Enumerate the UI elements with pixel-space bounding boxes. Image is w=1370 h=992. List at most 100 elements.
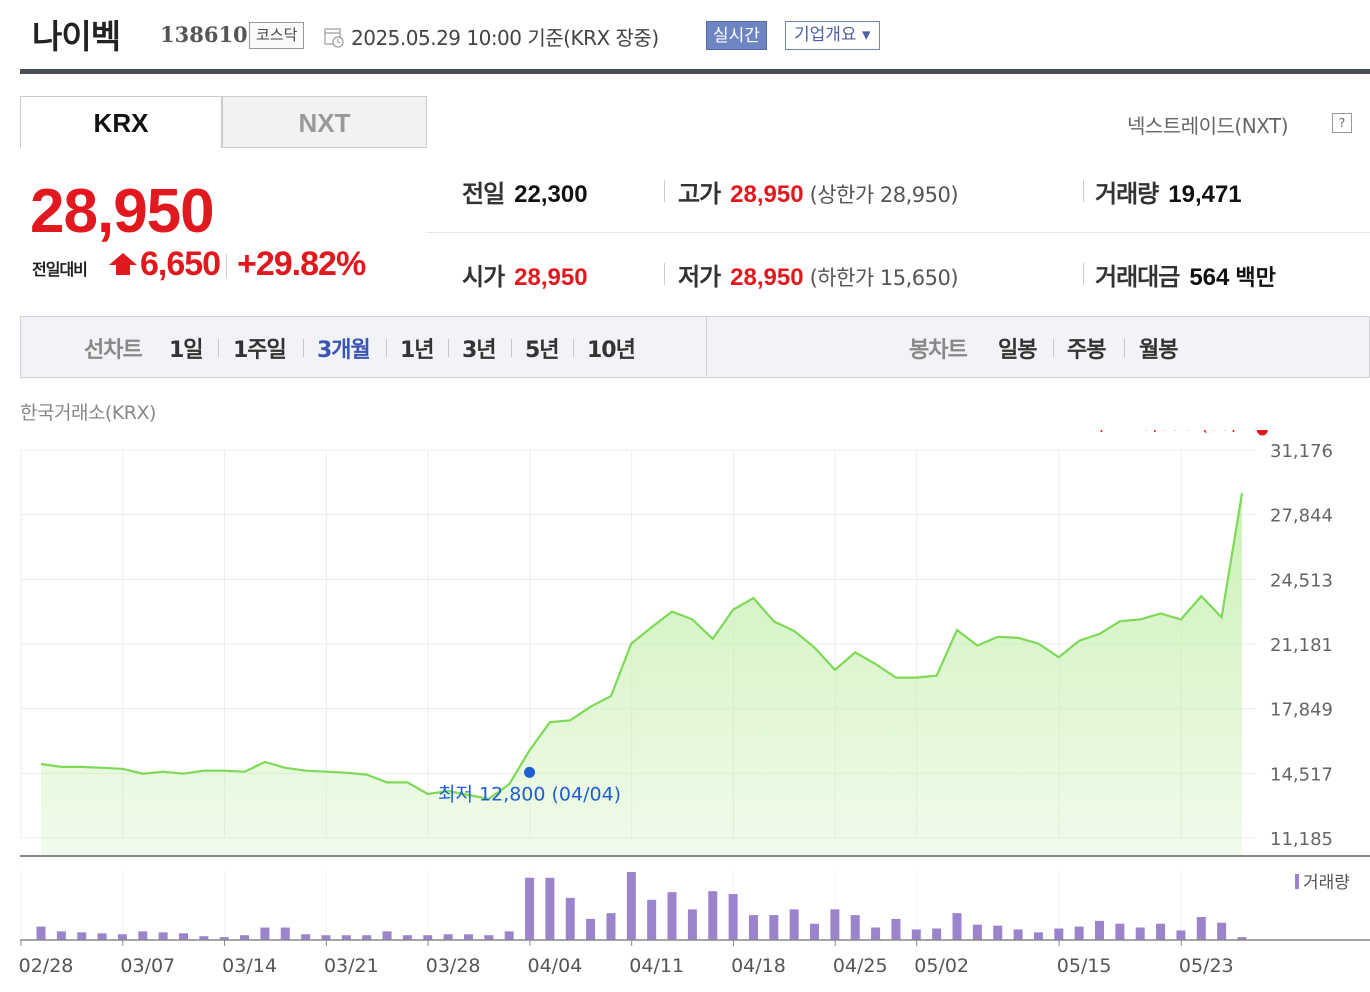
calendar-icon (324, 28, 344, 48)
nxt-info-link[interactable]: 넥스트레이드(NXT) (1127, 114, 1289, 138)
divider (226, 254, 227, 278)
volume-bar (830, 909, 840, 940)
change-label: 전일대비 (32, 260, 88, 279)
stat-label: 시가 (462, 263, 505, 291)
volume-bar (178, 933, 188, 940)
high-marker (1256, 430, 1268, 436)
volume-bar (932, 928, 942, 940)
volume-bar (463, 934, 473, 940)
tab-krx[interactable]: KRX (20, 96, 222, 148)
volume-bar (260, 927, 270, 940)
volume-bar (993, 925, 1003, 940)
volume-bar (810, 923, 820, 940)
high-annotation: 최고 28,950 (05/29) (1087, 430, 1270, 435)
volume-bar (952, 913, 962, 940)
tab-nxt[interactable]: NXT (222, 96, 427, 148)
low-annotation: 최저 12,800 (04/04) (438, 783, 621, 805)
volume-bar (240, 935, 250, 940)
line-chart-label: 선차트 (84, 338, 143, 363)
volume-bar (1013, 929, 1023, 940)
upper-limit: (상한가 28,950) (809, 183, 959, 207)
divider (303, 339, 304, 357)
volume-bar (158, 932, 168, 940)
volume-bar (1217, 922, 1227, 940)
volume-bar (525, 877, 535, 940)
stat-label: 거래량 (1095, 180, 1159, 208)
stat-label: 거래대금 (1095, 263, 1180, 291)
candle-daily[interactable]: 일봉 (998, 338, 1037, 363)
volume-bar (443, 934, 453, 940)
volume-bar (687, 909, 697, 940)
price-area (41, 493, 1242, 856)
x-tick-label: 05/15 (1057, 955, 1112, 977)
volume-bar (280, 927, 290, 940)
y-tick-label: 24,513 (1270, 570, 1333, 591)
divider (1124, 339, 1125, 357)
stat-value: 19,471 (1168, 181, 1242, 208)
period-10y[interactable]: 10년 (587, 338, 636, 363)
volume-bar (382, 931, 392, 940)
stat-label: 전일 (462, 180, 505, 208)
x-tick-label: 04/04 (528, 955, 583, 977)
volume-bar (850, 915, 860, 940)
company-overview-dropdown[interactable]: 기업개요 ▾ (785, 21, 880, 50)
volume-bar (1156, 923, 1166, 940)
volume-bar (728, 894, 738, 940)
stat-open: 시가 28,950 (462, 257, 588, 292)
volume-bar (667, 892, 677, 940)
volume-bar (769, 915, 779, 940)
up-arrow-icon (109, 253, 137, 275)
y-tick-label: 17,849 (1270, 700, 1333, 721)
stat-label: 저가 (678, 263, 721, 291)
candle-weekly[interactable]: 주봉 (1067, 338, 1106, 363)
help-icon[interactable]: ? (1332, 113, 1352, 133)
period-1y[interactable]: 1년 (400, 338, 435, 363)
chart-period-bar: 선차트 1일 1주일 3개월 1년 3년 5년 10년 봉차트 일봉 주봉 월봉 (20, 316, 1370, 378)
x-tick-label: 03/14 (222, 955, 277, 977)
x-tick-label: 02/28 (19, 955, 74, 977)
volume-bar (647, 899, 657, 940)
stat-low: 저가 28,950 (하한가 15,650) (678, 257, 959, 292)
y-tick-label: 11,185 (1270, 829, 1333, 850)
volume-bar (626, 872, 636, 940)
volume-bar (1095, 920, 1105, 940)
stat-prev-close: 전일 22,300 (462, 174, 588, 209)
stock-code: 138610 (160, 22, 248, 47)
volume-bar (138, 931, 148, 940)
price-line (40, 493, 1244, 801)
realtime-button[interactable]: 실시간 (706, 21, 767, 50)
price-change-percent: +29.82% (237, 245, 366, 283)
price-chart: 최고 28,950 (05/29) 최저 12,800 (04/04) 31,17… (19, 430, 1370, 977)
volume-bar (402, 935, 412, 940)
candle-monthly[interactable]: 월봉 (1139, 338, 1178, 363)
volume-bar (748, 915, 758, 940)
period-3m[interactable]: 3개월 (317, 338, 371, 363)
stat-label: 고가 (678, 180, 721, 208)
period-3y[interactable]: 3년 (462, 338, 497, 363)
x-tick-label: 05/02 (914, 955, 969, 977)
volume-bar (117, 934, 127, 940)
volume-bar (97, 933, 107, 940)
divider (573, 339, 574, 357)
current-price: 28,950 (30, 177, 215, 246)
volume-bar (586, 918, 596, 940)
period-1w[interactable]: 1주일 (233, 338, 287, 363)
divider (706, 317, 707, 377)
market-badge: 코스닥 (249, 22, 305, 49)
x-tick-label: 05/23 (1179, 955, 1234, 977)
volume-bar (362, 935, 372, 940)
volume-bar (1033, 932, 1043, 940)
volume-bar (504, 931, 514, 940)
stat-value: 28,950 (730, 264, 804, 291)
x-tick-label: 04/25 (833, 955, 888, 977)
divider (1083, 263, 1084, 285)
period-5y[interactable]: 5년 (525, 338, 560, 363)
volume-bar (1176, 930, 1186, 940)
period-1d[interactable]: 1일 (169, 338, 204, 363)
volume-bar (1237, 937, 1247, 940)
divider (1083, 180, 1084, 202)
volume-bar (871, 927, 881, 940)
volume-bar (341, 935, 351, 940)
volume-bar (219, 937, 229, 940)
y-tick-label: 21,181 (1270, 635, 1333, 656)
